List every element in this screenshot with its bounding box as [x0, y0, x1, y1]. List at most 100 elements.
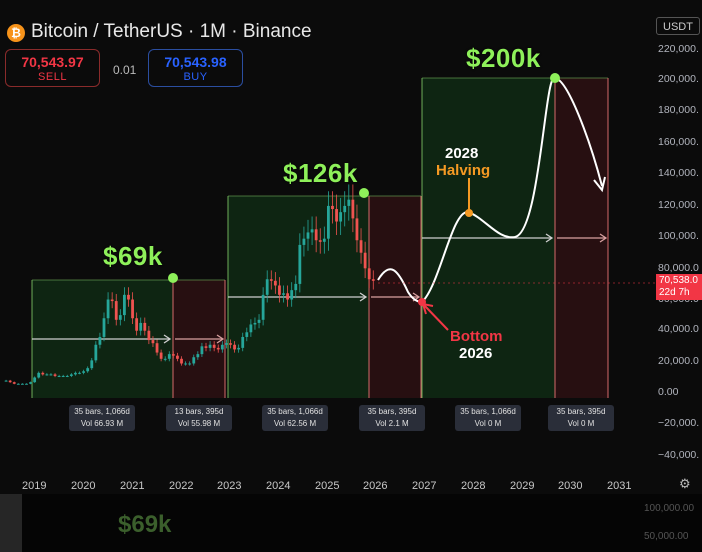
candle-body	[78, 372, 81, 374]
candle-body	[151, 340, 155, 344]
candle-body	[16, 383, 20, 385]
time-axis[interactable]	[0, 478, 702, 494]
peak-marker-3	[550, 73, 560, 83]
candle-body	[90, 360, 94, 369]
y-tick: 180,000.	[658, 104, 699, 116]
candle-body	[327, 205, 330, 239]
candle-body	[155, 343, 159, 353]
candle-body	[159, 352, 163, 359]
candle-body	[208, 344, 212, 348]
x-tick: 2030	[558, 480, 583, 492]
candle-body	[131, 299, 134, 319]
candle-body	[245, 332, 249, 337]
candle-body	[204, 346, 208, 348]
candle-body	[278, 285, 281, 295]
candle-body	[237, 347, 241, 350]
range-stats-box[interactable]: 35 bars, 1,066d Vol 0 M	[455, 405, 521, 431]
candle-body	[147, 330, 151, 341]
candle-body	[294, 283, 298, 291]
candle-body	[220, 344, 224, 350]
candle-body	[139, 322, 143, 331]
candle-body	[233, 344, 236, 350]
candle-body	[49, 374, 53, 376]
y-tick: 220,000.	[658, 43, 699, 55]
candle-body	[335, 209, 338, 222]
current-price-value: 70,538.0	[659, 275, 698, 286]
candle-body	[306, 232, 310, 239]
candle-body	[86, 368, 90, 372]
buy-price: 70,543.98	[164, 54, 227, 70]
range-stats-vol: Vol 0 M	[474, 419, 502, 428]
candle-body	[265, 279, 269, 295]
settings-gear-icon[interactable]: ⚙	[679, 476, 691, 491]
candle-body	[12, 382, 16, 384]
range-stats-bars: 35 bars, 1,066d	[460, 407, 516, 416]
candle-body	[343, 205, 347, 213]
candle-body	[41, 372, 45, 375]
candle-body	[171, 354, 175, 356]
x-tick: 2021	[120, 480, 145, 492]
range-stats-box[interactable]: 35 bars, 1,066d Vol 66.93 M	[69, 405, 135, 431]
candle-body	[45, 374, 49, 376]
bottom-marker	[418, 298, 426, 306]
range-stats-box[interactable]: 35 bars, 1,066d Vol 62.56 M	[262, 405, 328, 431]
candle-body	[282, 293, 285, 295]
candle-body	[29, 382, 32, 384]
spread-value: 0.01	[113, 63, 137, 77]
candle-body	[106, 299, 110, 319]
candle-body	[53, 374, 57, 376]
y-tick: 80,000.0	[658, 262, 699, 274]
y-tick: 20,000.0	[658, 355, 699, 367]
candle-body	[359, 240, 363, 253]
candle-body	[257, 319, 261, 323]
candle-body	[351, 199, 355, 219]
range-stats-bars: 35 bars, 1,066d	[267, 407, 323, 416]
buy-label: BUY	[183, 71, 208, 83]
range-stats-bars: 35 bars, 1,066d	[74, 407, 130, 416]
candle-body	[273, 280, 277, 286]
candle-body	[37, 372, 41, 378]
candle-body	[135, 318, 139, 331]
range-stats-vol: Vol 62.56 M	[273, 419, 317, 428]
range-stats-vol: Vol 66.93 M	[80, 419, 124, 428]
x-tick: 2029	[510, 480, 535, 492]
indicator-pane[interactable]	[0, 494, 702, 552]
symbol-title[interactable]: Bitcoin / TetherUS · 1M · Binance	[31, 21, 312, 42]
range-stats-vol: Vol 0 M	[567, 419, 595, 428]
bottom-label: Bottom	[450, 328, 503, 345]
candle-body	[331, 205, 334, 210]
buy-button[interactable]: 70,543.98 BUY	[148, 49, 243, 87]
y-tick: 200,000.	[658, 73, 699, 85]
candle-body	[253, 322, 257, 325]
candle-body	[322, 238, 326, 242]
candlestick-series	[4, 184, 375, 385]
range-stats-box[interactable]: 13 bars, 395d Vol 55.98 M	[166, 405, 232, 431]
currency-selector[interactable]: USDT	[656, 17, 700, 35]
candle-body	[33, 377, 37, 383]
sell-button[interactable]: 70,543.97 SELL	[5, 49, 100, 87]
y-tick: 0.00	[658, 386, 679, 398]
candle-body	[21, 383, 24, 385]
candle-body	[302, 238, 306, 245]
candle-body	[163, 358, 167, 360]
peak-marker-1	[168, 273, 178, 283]
candle-countdown: 22d 7h	[659, 287, 690, 298]
peak-label-2: $126k	[283, 158, 358, 188]
candle-body	[241, 336, 245, 348]
x-tick: 2019	[22, 480, 47, 492]
x-tick: 2025	[315, 480, 340, 492]
candle-body	[69, 374, 73, 376]
candle-body	[355, 218, 359, 241]
y-tick: 120,000.	[658, 199, 699, 211]
range-stats-box[interactable]: 35 bars, 395d Vol 0 M	[548, 405, 614, 431]
x-tick: 2026	[363, 480, 388, 492]
candle-body	[188, 363, 192, 365]
candle-body	[127, 294, 130, 300]
sell-price: 70,543.97	[21, 54, 84, 70]
candle-body	[82, 371, 85, 373]
range-stats-box[interactable]: 35 bars, 395d Vol 2.1 M	[359, 405, 425, 431]
halving-year-label: 2028	[445, 145, 479, 162]
candle-body	[286, 293, 289, 300]
